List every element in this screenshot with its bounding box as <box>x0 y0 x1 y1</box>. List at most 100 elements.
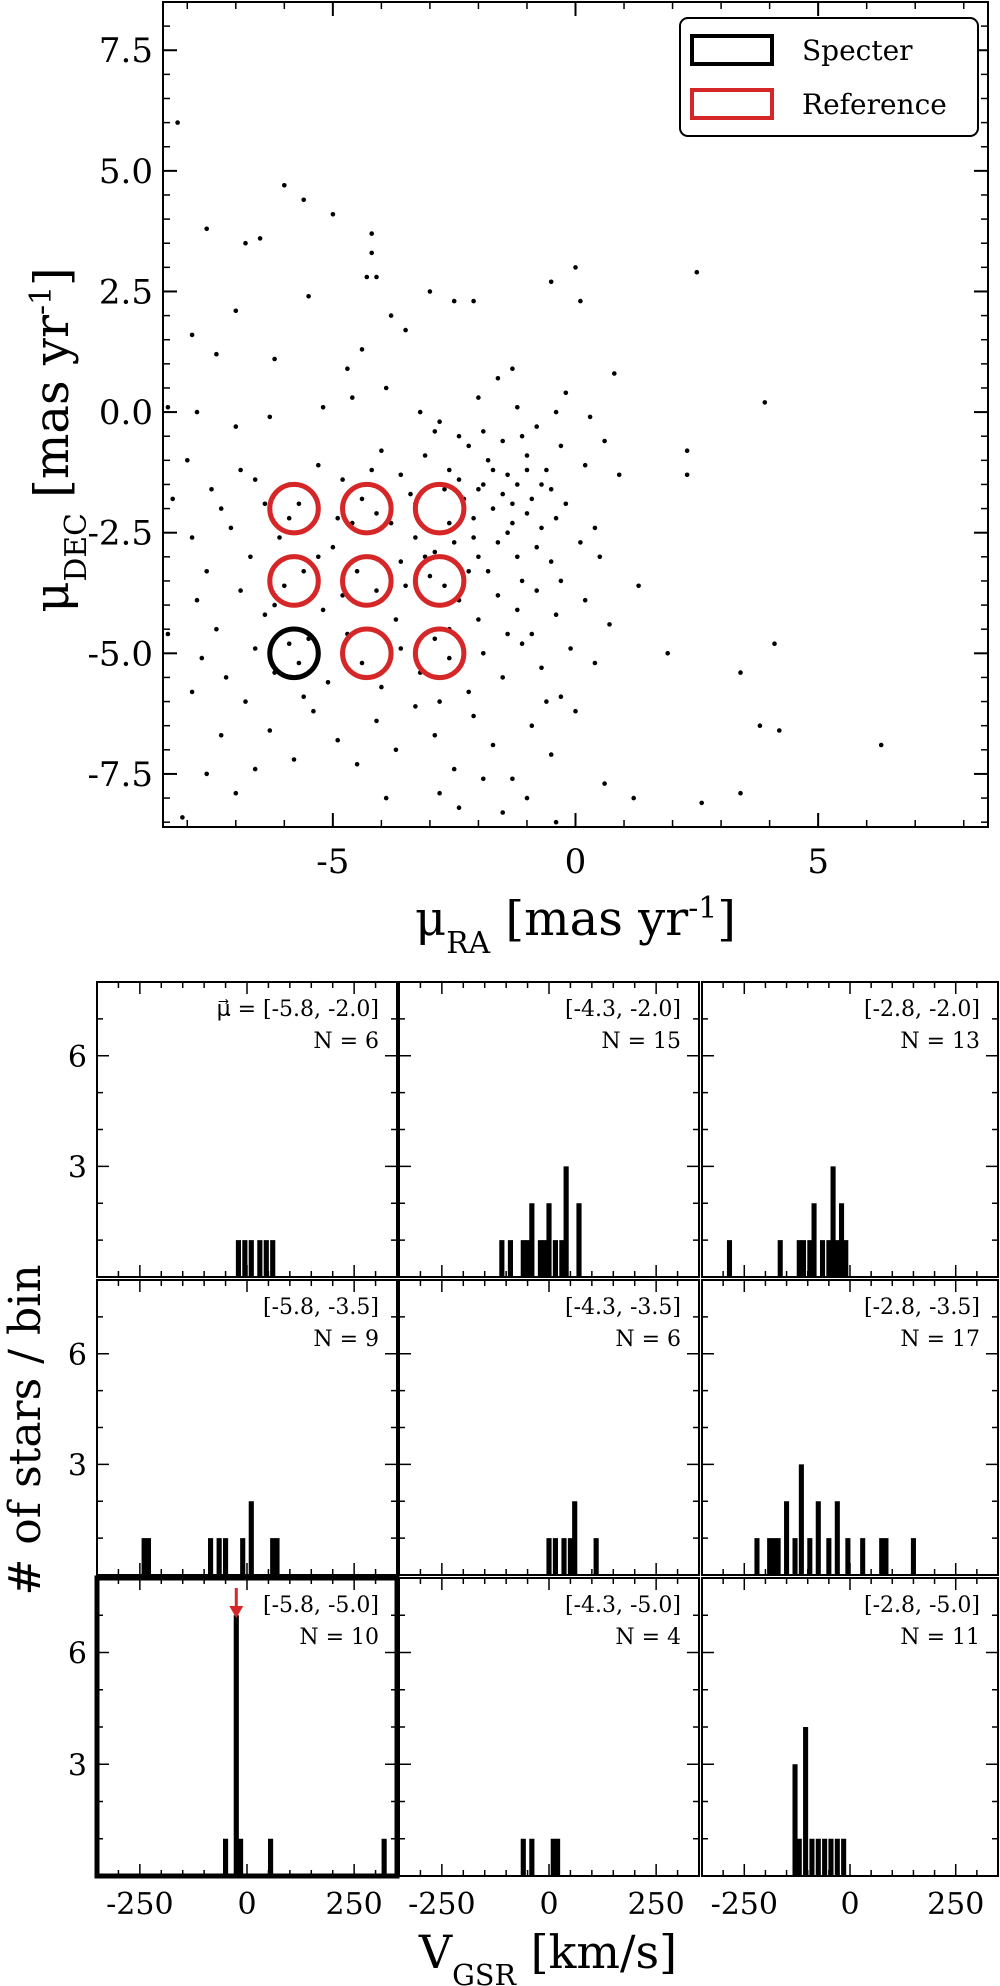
x-tick-label: -250 <box>408 1887 475 1922</box>
scatter-point <box>510 776 515 782</box>
scatter-point <box>165 631 171 637</box>
scatter-point <box>456 805 462 810</box>
scatter-point <box>218 506 224 511</box>
scatter-point <box>534 424 539 429</box>
scatter-point <box>383 795 389 801</box>
panel-frame <box>701 981 999 1278</box>
scatter-point <box>437 419 442 425</box>
scatter-point <box>432 549 438 555</box>
panel-coord: [-2.8, -2.0] <box>864 997 980 1022</box>
panel-coord: [-4.3, -3.5] <box>565 1295 681 1320</box>
scatter-point <box>422 453 428 458</box>
histogram-bar <box>552 1240 558 1277</box>
scatter-point <box>282 583 287 589</box>
x-tick-label: 250 <box>628 1887 685 1922</box>
scatter-point <box>257 236 263 241</box>
histogram-panel: [-2.8, -5.0] N = 11 <box>701 1577 999 1877</box>
scatter-point <box>534 544 539 550</box>
scatter-point <box>359 496 365 502</box>
reference-circle <box>412 554 467 608</box>
scatter-point <box>199 655 205 661</box>
scatter-points <box>165 120 884 825</box>
histogram-bar <box>233 1615 239 1876</box>
panel-mu-prefix: μ⃗ = <box>217 997 263 1022</box>
scatter-point <box>636 583 641 589</box>
scatter-point <box>286 641 292 646</box>
scatter-point <box>757 723 763 728</box>
scatter-point <box>252 646 258 651</box>
y-axis-title: μDEC [mas yr-1] <box>24 267 94 612</box>
specter-panel-frame <box>94 1575 400 1879</box>
scatter-point <box>471 535 476 540</box>
x-tick-label: 0 <box>565 842 587 882</box>
histogram-panel: μ⃗ = [-5.8, -2.0] N = 6 <box>96 981 398 1278</box>
scatter-point <box>481 482 486 487</box>
scatter-point <box>359 347 365 352</box>
panel-coord-label: [-2.8, -2.0] <box>864 997 980 1022</box>
scatter-point <box>665 651 670 656</box>
scatter-point <box>466 569 472 574</box>
scatter-point <box>335 737 341 743</box>
histogram-bar <box>537 1240 543 1277</box>
histogram-bar <box>381 1838 387 1876</box>
scatter-point <box>524 795 530 801</box>
histogram-bar <box>803 1727 809 1876</box>
scatter-point <box>597 554 603 560</box>
scatter-point <box>223 675 229 680</box>
scatter-point <box>243 240 248 246</box>
panel-coord: [-2.8, -3.5] <box>864 1295 980 1320</box>
scatter-point <box>510 501 515 507</box>
scatter-point <box>515 554 520 560</box>
histogram-bar <box>807 1240 813 1277</box>
scatter-point <box>524 511 530 516</box>
scatter-point <box>563 390 569 396</box>
scatter-point <box>500 810 506 815</box>
panel-count-label: N = 15 <box>601 1029 681 1054</box>
histogram-bar <box>238 1838 244 1876</box>
scatter-point <box>505 530 510 535</box>
scatter-point <box>563 501 569 507</box>
panel-coord: [-2.8, -5.0] <box>864 1593 980 1618</box>
histogram-bar <box>235 1240 241 1277</box>
scatter-point <box>471 298 476 304</box>
scatter-point <box>403 583 408 589</box>
scatter-point <box>684 448 690 454</box>
x-tick-label: 0 <box>237 1887 256 1922</box>
x-tick-label: 0 <box>840 1887 859 1922</box>
scatter-point <box>524 467 530 473</box>
scatter-point <box>558 578 564 584</box>
histogram-bar <box>268 1838 274 1876</box>
scatter-point <box>437 699 442 704</box>
x-tick-label: 250 <box>927 1887 984 1922</box>
scatter-point <box>427 289 433 294</box>
histogram-bar <box>807 1538 813 1575</box>
x-tick-label: -250 <box>106 1887 173 1922</box>
y-tick-label: -7.5 <box>87 755 153 795</box>
scatter-point <box>262 501 268 507</box>
histogram-bar <box>841 1838 847 1876</box>
scatter-point <box>316 462 321 468</box>
histogram-bar <box>792 1764 798 1876</box>
scatter-point <box>204 226 209 232</box>
histogram-bar <box>248 1240 254 1277</box>
scatter-point <box>189 332 195 338</box>
scatter-point <box>301 694 307 699</box>
scatter-point <box>616 472 622 478</box>
scatter-point <box>578 540 583 545</box>
scatter-point <box>466 443 472 449</box>
scatter-plot: -5 0 5 7.5 5.0 2.5 0.0 -2.5 -5.0 -7.5 μRA [mas yr-… <box>24 1 989 961</box>
histogram-bar <box>845 1538 851 1575</box>
scatter-point <box>383 385 389 391</box>
scatter-point <box>534 588 539 593</box>
scatter-point <box>432 733 438 738</box>
histogram-bar <box>784 1501 790 1575</box>
scatter-point <box>248 554 253 560</box>
scatter-point <box>451 766 457 772</box>
scatter-point <box>272 602 277 608</box>
scatter-point <box>194 597 200 603</box>
histogram-bar <box>240 1538 246 1575</box>
scatter-point <box>485 569 491 574</box>
scatter-point <box>170 496 175 502</box>
x-tick-label: -250 <box>711 1887 778 1922</box>
